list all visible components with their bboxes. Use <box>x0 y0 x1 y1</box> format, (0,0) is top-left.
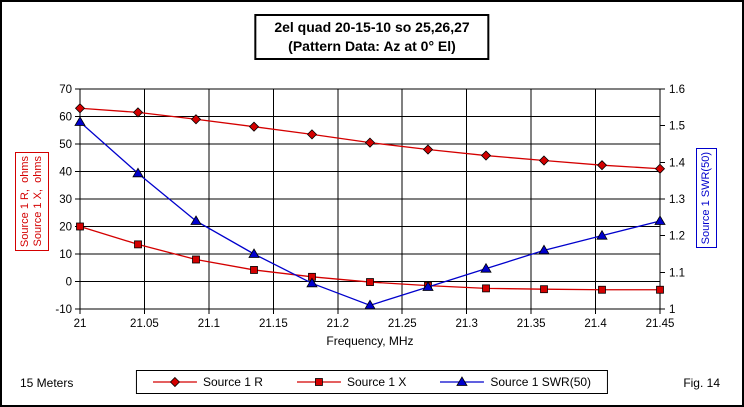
legend-swatch-triangle <box>440 376 485 386</box>
chart-title-line2: (Pattern Data: Az at 0° El) <box>288 38 456 54</box>
square-marker <box>656 285 664 294</box>
triangle-marker <box>248 248 260 258</box>
left-axis-tick-label: 70 <box>59 84 72 96</box>
triangle-marker <box>538 244 550 255</box>
x-axis-tick-label: 21.15 <box>259 318 288 330</box>
diamond-marker <box>422 144 434 155</box>
legend-swatch-diamond <box>152 376 197 388</box>
square-marker <box>366 278 374 286</box>
right-axis-label-box: Source 1 SWR(50) <box>696 148 717 249</box>
x-axis-tick-label: 21 <box>74 318 87 330</box>
left-axis-label-box: Source 1 R, ohms Source 1 X, ohms <box>15 152 49 252</box>
diamond-marker <box>596 160 608 171</box>
right-axis-tick-label: 1 <box>669 304 675 316</box>
square-marker <box>482 284 490 293</box>
diamond-marker <box>169 376 181 388</box>
x-axis-tick-label: 21.2 <box>327 318 349 330</box>
triangle-marker <box>306 277 318 288</box>
triangle-marker <box>596 229 608 240</box>
square-marker <box>315 378 323 386</box>
figure-number: Fig. 14 <box>683 376 720 390</box>
diamond-marker <box>74 103 86 114</box>
x-axis-title: Frequency, MHz <box>326 334 413 348</box>
diamond-marker <box>654 163 666 174</box>
right-axis-tick-label: 1.3 <box>669 194 685 206</box>
diamond-marker <box>364 137 376 148</box>
right-axis-label-swr: Source 1 SWR(50) <box>700 152 712 245</box>
tick-marks <box>75 88 665 314</box>
left-axis-tick-label: 10 <box>59 249 72 261</box>
series-source-1-r <box>74 103 666 174</box>
right-axis-tick-label: 1.6 <box>669 84 685 96</box>
triangle-marker <box>422 281 434 291</box>
band-label: 15 Meters <box>20 376 74 390</box>
x-axis-tick-label: 21.05 <box>130 318 159 330</box>
legend-item-label: Source 1 SWR(50) <box>490 375 592 389</box>
diamond-marker <box>480 150 492 161</box>
x-axis-tick-label: 21.4 <box>584 318 607 330</box>
left-axis-tick-label: 30 <box>59 194 72 206</box>
x-axis-tick-label: 21.35 <box>517 318 546 330</box>
right-axis-tick-label: 1.2 <box>669 231 685 243</box>
right-axis-tick-label: 1.5 <box>669 121 685 133</box>
legend-item: Source 1 X <box>296 375 407 389</box>
triangle-marker <box>74 116 86 126</box>
triangle-marker <box>654 215 666 225</box>
series-line <box>79 121 661 307</box>
diamond-marker <box>248 121 260 132</box>
left-axis-label-x: Source 1 X, ohms <box>32 156 44 247</box>
series-source-1-swr-50- <box>74 116 666 310</box>
legend-swatch-square <box>296 378 341 386</box>
chart-title-box: 2el quad 20-15-10 so 25,26,27 (Pattern D… <box>254 14 490 60</box>
square-marker <box>250 266 258 274</box>
square-marker <box>134 240 142 249</box>
right-axis-tick-label: 1.4 <box>669 157 686 169</box>
x-axis-tick-label: 21.25 <box>388 318 417 330</box>
diamond-marker <box>190 114 202 125</box>
x-axis-tick-label: 21.45 <box>646 318 675 330</box>
square-marker <box>192 255 200 264</box>
triangle-marker <box>364 299 376 310</box>
legend-item-label: Source 1 R <box>202 375 263 389</box>
left-axis-tick-label: -10 <box>55 304 72 316</box>
left-axis-tick-label: 0 <box>66 277 72 289</box>
legend-item: Source 1 R <box>152 375 263 389</box>
square-marker <box>540 285 548 294</box>
diamond-marker <box>132 107 144 118</box>
triangle-marker <box>456 376 469 386</box>
series-source-1-x <box>76 222 664 294</box>
gridlines <box>80 89 660 309</box>
x-axis-tick-label: 21.1 <box>198 318 220 330</box>
triangle-marker <box>480 262 492 273</box>
x-axis-tick-label: 21.3 <box>455 318 477 330</box>
triangle-marker <box>190 215 202 225</box>
triangle-marker <box>132 167 144 178</box>
left-axis-tick-label: 20 <box>59 222 72 234</box>
left-axis-tick-label: 60 <box>59 112 72 124</box>
legend-item-label: Source 1 X <box>346 375 407 389</box>
left-axis-tick-label: 50 <box>59 139 72 151</box>
square-marker <box>76 222 84 231</box>
legend-item: Source 1 SWR(50) <box>440 375 591 389</box>
left-axis-tick-label: 40 <box>59 167 72 179</box>
square-marker <box>598 285 606 294</box>
left-axis-label-r: Source 1 R, ohms <box>19 156 31 248</box>
diamond-marker <box>538 155 550 166</box>
right-axis-tick-label: 1.1 <box>669 267 685 279</box>
chart-title-line1: 2el quad 20-15-10 so 25,26,27 <box>274 19 470 35</box>
diamond-marker <box>306 129 318 140</box>
legend: Source 1 R Source 1 X Source 1 SWR(50) <box>135 370 609 394</box>
